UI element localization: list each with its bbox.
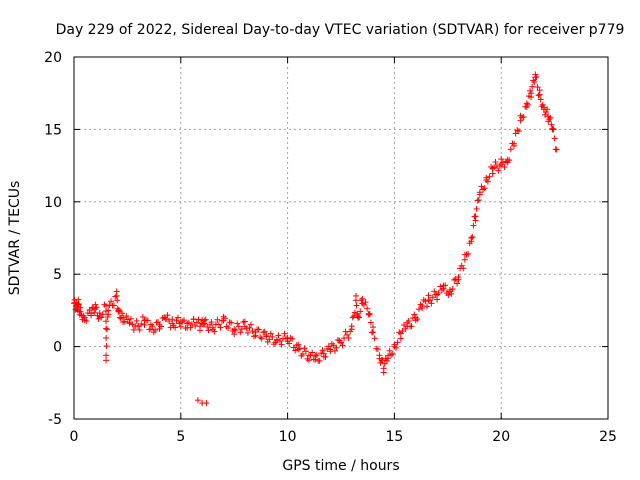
x-tick-label: 5: [176, 429, 185, 445]
chart-title: Day 229 of 2022, Sidereal Day-to-day VTE…: [56, 22, 625, 38]
x-tick-label: 15: [385, 429, 403, 445]
data-point: [461, 256, 468, 263]
x-tick-label: 10: [279, 429, 297, 445]
y-tick-label: 15: [44, 122, 62, 138]
y-tick-label: 10: [44, 195, 62, 211]
y-axis-label: SDTVAR / TECUs: [7, 181, 23, 296]
y-tick-label: 0: [53, 340, 62, 356]
data-points: [71, 71, 560, 407]
plot-frame: [73, 56, 609, 420]
y-tick-label: 20: [44, 50, 62, 66]
y-tick-label: -5: [48, 412, 62, 428]
axis-ticks: 0 5 10 15 20 25 -5 0 5 10 15 20: [44, 50, 617, 445]
x-tick-label: 0: [70, 429, 79, 445]
data-trace-band: [71, 71, 559, 376]
y-tick-label: 5: [53, 267, 62, 283]
x-axis-label: GPS time / hours: [282, 458, 399, 474]
data-point: [194, 397, 201, 404]
data-point: [203, 400, 210, 407]
grid-lines: [74, 57, 608, 419]
x-tick-label: 20: [492, 429, 510, 445]
x-tick-label: 25: [599, 429, 617, 445]
data-point: [103, 352, 110, 359]
